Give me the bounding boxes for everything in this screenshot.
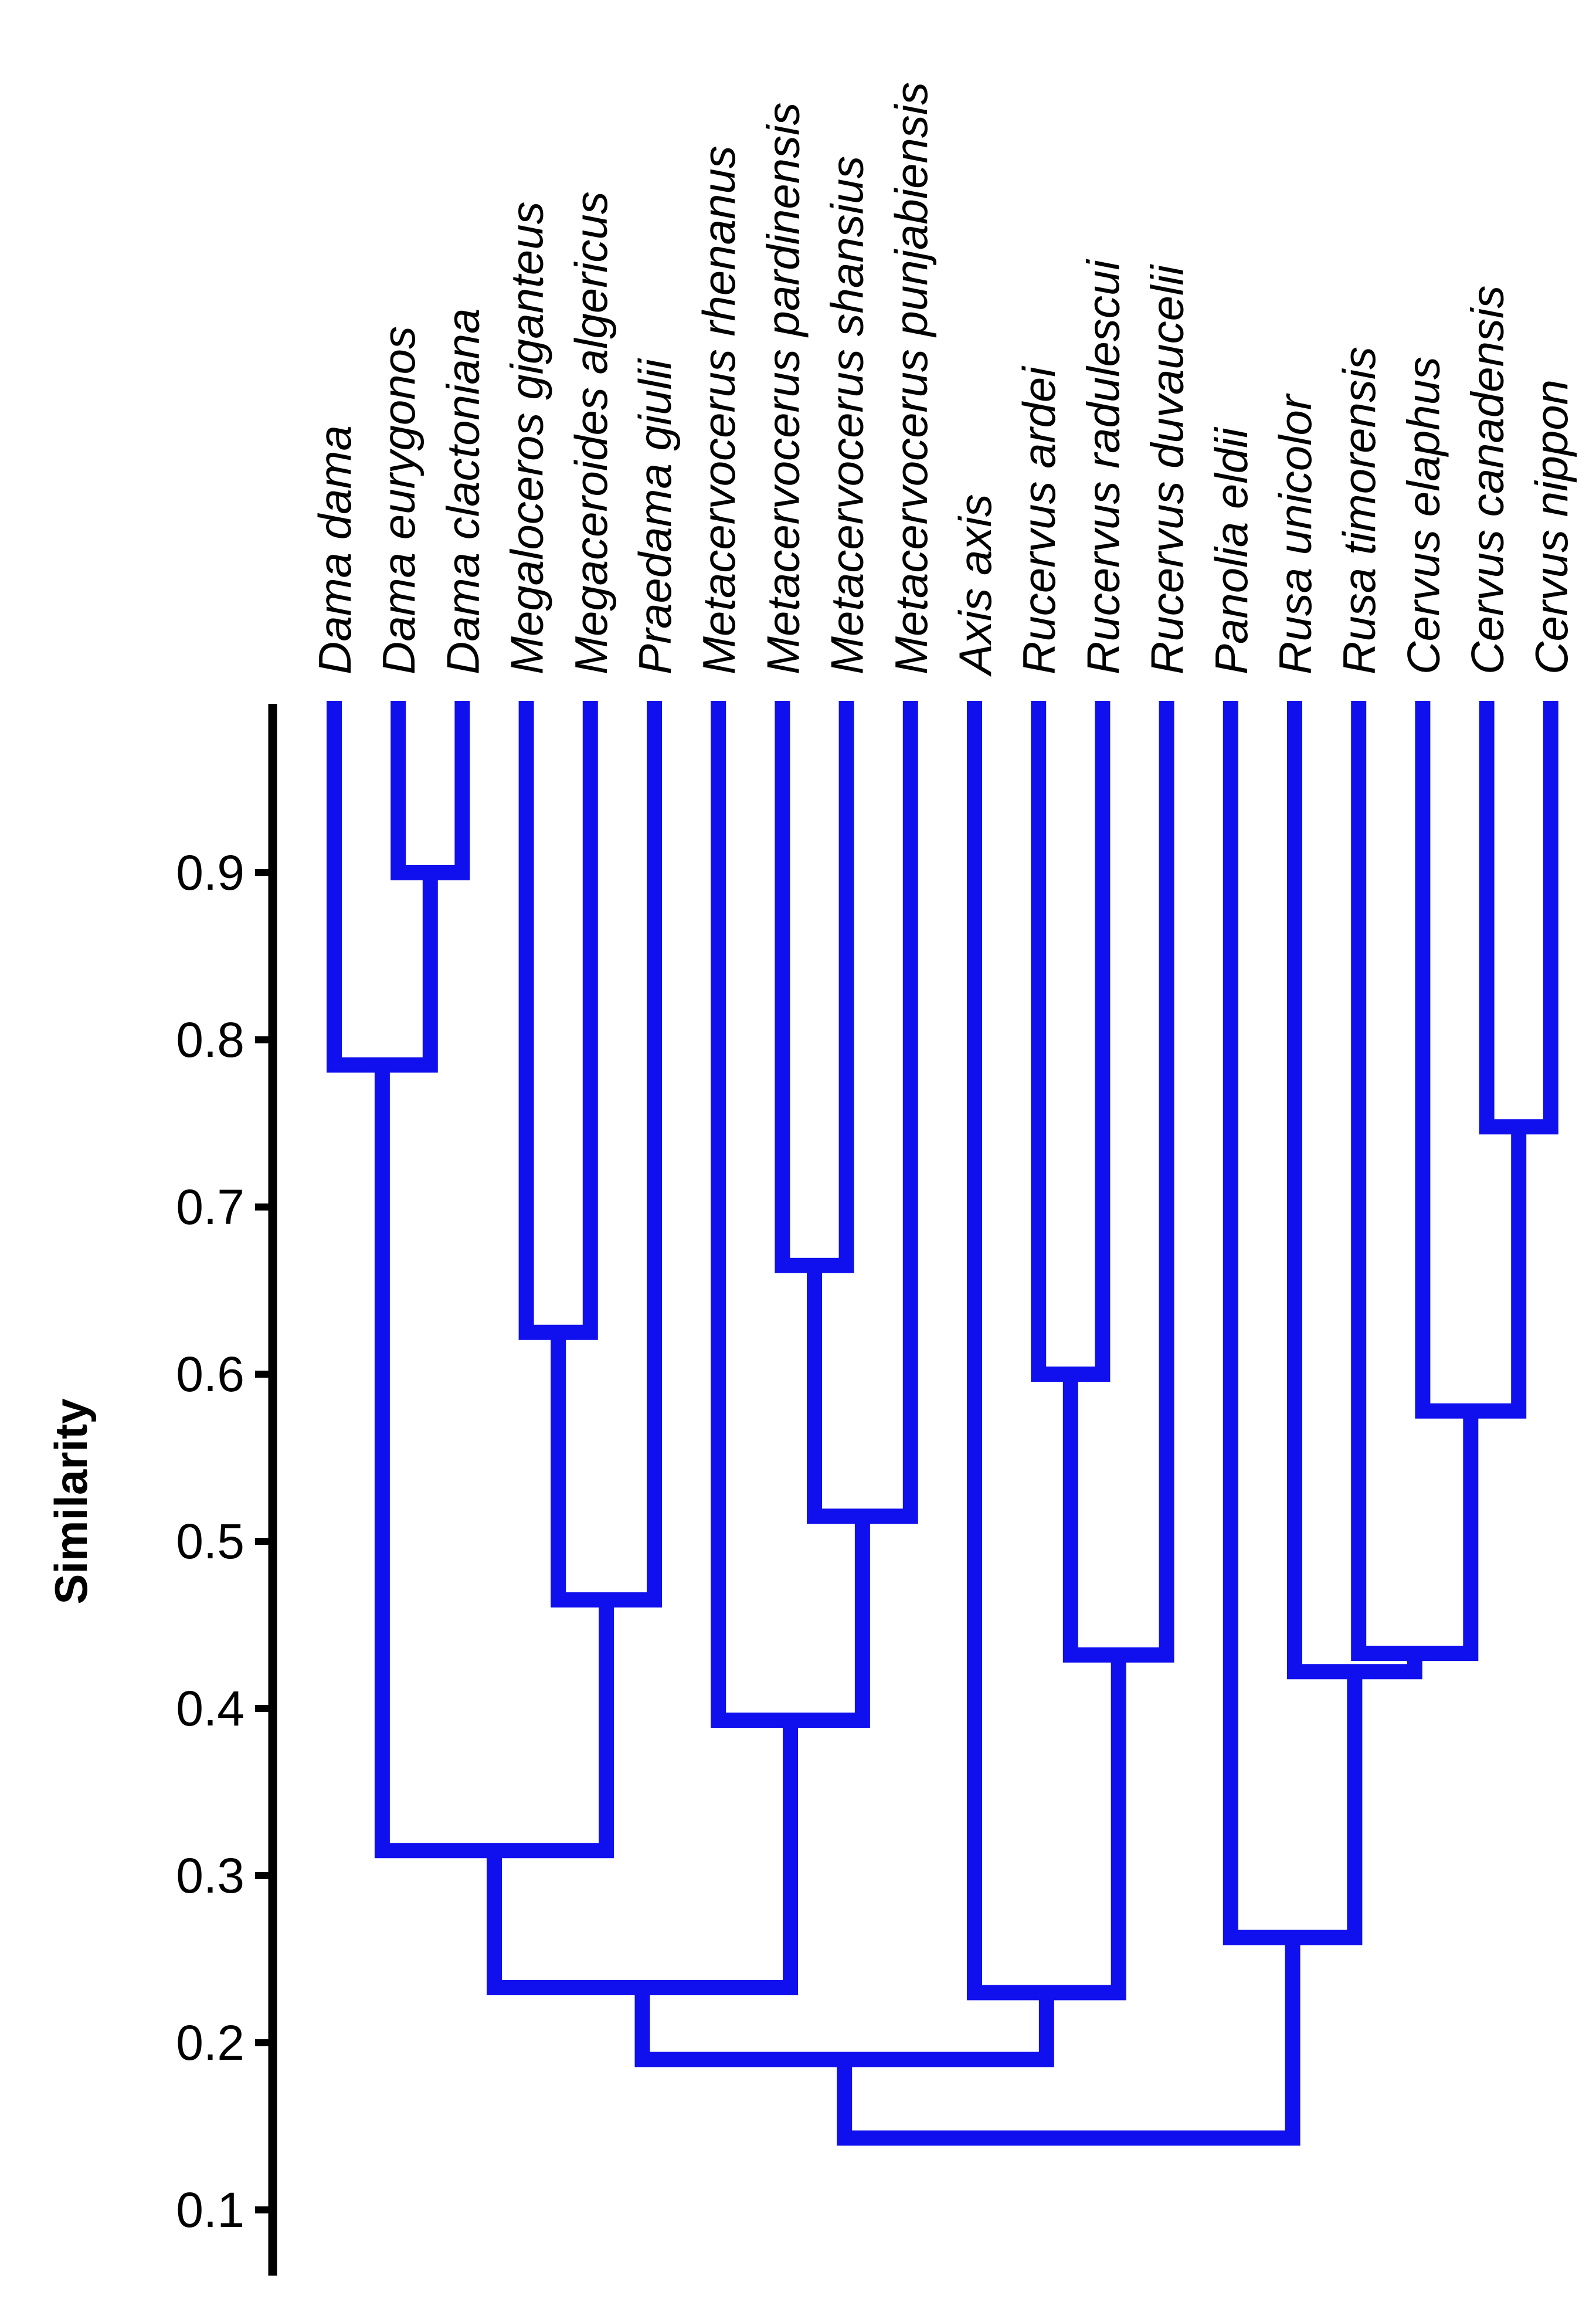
- taxon-label: Metacervocerus pardinensis: [757, 103, 809, 674]
- taxon-label: Praedama giulii: [629, 358, 681, 674]
- y-tick-label: 0.8: [176, 1012, 245, 1067]
- taxon-label: Rucervus ardei: [1013, 365, 1065, 674]
- dendrogram-branch: [374, 1064, 614, 1859]
- taxon-label: Dama eurygonos: [373, 326, 425, 674]
- taxon-label: Rucervus radulescui: [1077, 259, 1129, 674]
- taxon-label: Dama clactoniana: [437, 308, 488, 674]
- dendrogram-branch: [837, 1937, 1300, 2146]
- taxon-label: Megaceroides algericus: [565, 191, 617, 674]
- dendrogram-branches: [327, 701, 1558, 2146]
- y-axis: 0.1 0.2 0.3 0.4 0.5 0.6 0.7 0.8 0.9: [176, 704, 277, 2276]
- taxon-label: Cervus canadensis: [1462, 286, 1513, 674]
- taxon-label: Panolia eldii: [1206, 426, 1257, 674]
- y-tick-label: 0.3: [176, 1848, 245, 1903]
- dendrogram-branch: [1031, 701, 1111, 1382]
- taxon-label: Rusa unicolor: [1269, 393, 1321, 674]
- dendrogram-branch: [551, 701, 662, 1608]
- dendrogram-branch: [1062, 701, 1174, 1663]
- dendrogram-branch: [518, 701, 598, 1340]
- dendrogram-branch: [1415, 701, 1527, 1419]
- taxon-label: Rusa timorensis: [1333, 347, 1385, 674]
- y-tick-label: 0.1: [176, 2182, 245, 2237]
- y-axis-title: Similarity: [45, 1398, 97, 1604]
- y-tick-label: 0.6: [176, 1347, 245, 1402]
- taxon-label: Metacervocerus shansius: [821, 156, 873, 674]
- y-tick-label: 0.5: [176, 1514, 245, 1569]
- dendrogram-branch: [807, 701, 918, 1524]
- taxon-label: Cervus nippon: [1526, 379, 1577, 674]
- taxon-label: Rucervus duvaucelii: [1142, 263, 1193, 674]
- y-tick-label: 0.2: [176, 2015, 245, 2070]
- taxon-label: Megaloceros giganteus: [501, 201, 553, 674]
- y-tick-label: 0.4: [176, 1681, 245, 1736]
- taxon-label: Metacervocerus punjabiensis: [885, 82, 937, 674]
- y-tick-label: 0.9: [176, 845, 245, 900]
- dendrogram-branch: [1351, 701, 1479, 1661]
- taxon-label: Cervus elaphus: [1397, 357, 1449, 674]
- taxon-label: Dama dama: [309, 425, 361, 674]
- y-tick-label: 0.7: [176, 1179, 245, 1235]
- dendrogram-branch: [1479, 701, 1558, 1135]
- dendrogram-branch: [390, 701, 470, 880]
- taxon-labels: Dama dama Dama eurygonos Dama clactoniana M…: [309, 82, 1577, 677]
- taxon-label: Axis axis: [949, 494, 1001, 677]
- taxon-label: Metacervocerus rhenanus: [693, 145, 745, 674]
- dendrogram-branch: [327, 701, 438, 1073]
- dendrogram-branch: [775, 701, 854, 1273]
